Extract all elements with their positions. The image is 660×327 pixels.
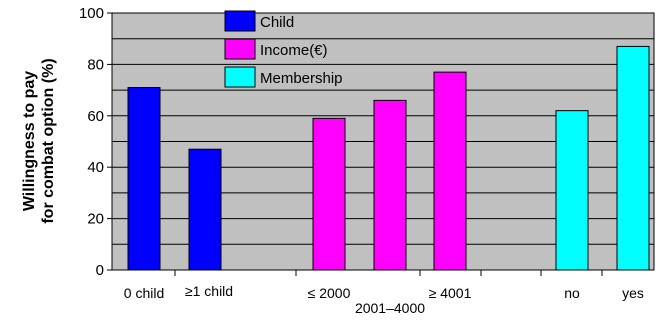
legend-swatch [224, 10, 256, 32]
x-category-label: ≥1 child [185, 283, 233, 299]
bar [433, 71, 467, 271]
axes [107, 12, 654, 276]
y-tick-label: 60 [87, 108, 104, 125]
legend-label: Income(€) [260, 42, 328, 59]
bar [616, 45, 650, 271]
x-category-label: no [564, 285, 580, 301]
bar [188, 148, 222, 271]
legend-swatch [224, 66, 256, 88]
x-category-label: 2001–4000 [355, 300, 425, 316]
y-tick-labels: 0 20 40 60 80 100 [79, 5, 104, 279]
y-axis-label-line-1: Willingness to pay [21, 71, 38, 211]
bar [555, 110, 589, 271]
y-tick-label: 40 [87, 159, 104, 176]
y-axis-label: Willingness to pay for combat option (%) [21, 58, 57, 223]
y-tick-label: 20 [87, 211, 104, 228]
y-axis-label-line-2: for combat option (%) [40, 58, 57, 223]
legend-label: Child [260, 14, 294, 31]
y-tick-label: 100 [79, 5, 104, 22]
bar [373, 99, 407, 271]
legend-swatch [224, 38, 256, 60]
y-tick-label: 80 [87, 56, 104, 73]
x-category-label: ≤ 2000 [308, 285, 351, 301]
bar [127, 87, 161, 271]
x-category-label: ≥ 4001 [429, 285, 472, 301]
x-category-label: yes [622, 285, 644, 301]
bar [312, 117, 346, 271]
y-tick-label: 0 [96, 262, 104, 279]
bars [127, 45, 650, 271]
legend-label: Membership [260, 70, 343, 87]
legend: Child Income(€) Membership [224, 10, 343, 88]
x-category-label: 0 child [124, 285, 164, 301]
